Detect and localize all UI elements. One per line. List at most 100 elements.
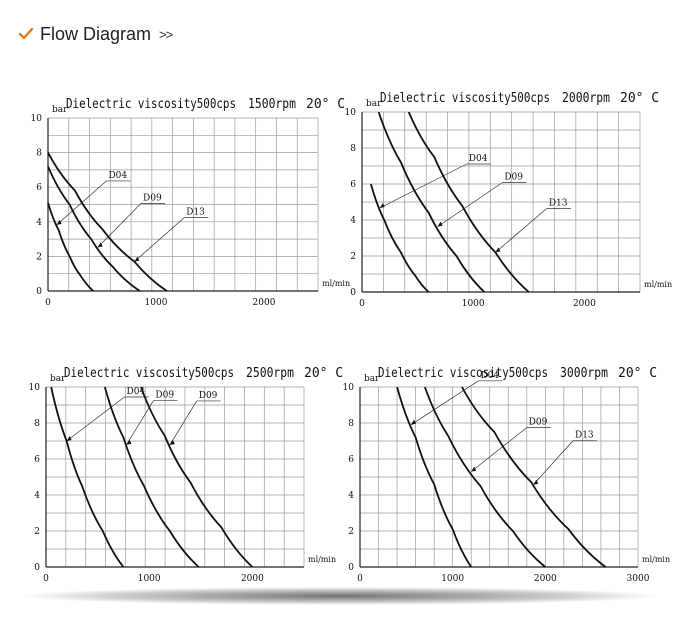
series-label: D13 [549,198,568,208]
chart-svg: 0 2 4 6 8 10 0 1000 2000 bar ml/min Dielectric visc… [29,366,344,584]
callout-line [66,396,125,442]
series-curve [103,386,200,568]
chart-temperature: 20° C [306,97,345,112]
series-curve [47,166,141,292]
y-tick-label: 8 [348,419,354,429]
series-label: D04 [469,154,488,164]
chart-temperature: 20° C [620,91,659,106]
chart-rpm: 2500rpm [246,366,294,381]
callout-arrowhead [169,439,175,445]
series-curve [461,386,607,568]
y-tick-label: 2 [350,252,356,262]
series-label: D13 [575,431,594,441]
check-icon [18,27,34,40]
chart-svg: 0 2 4 6 8 10 0 1000 2000 bar ml/min Dielectric visc… [31,97,351,308]
callout-line [410,380,479,426]
series-label: D09 [143,193,162,203]
callout-arrowhead [97,242,103,248]
chart-svg: 0 2 4 6 8 10 0 1000 2000 3000 bar ml/min Dielectric … [343,366,671,584]
y-axis-label: bar [50,374,66,384]
callout-arrowhead [379,203,385,208]
y-tick-label: 4 [36,218,42,228]
callout-line [379,163,467,209]
plot-area: 0 2 4 6 8 10 0 1000 2000 bar ml/min Dielectric visc… [31,97,351,308]
series-curve [50,386,125,568]
callout-arrowhead [56,219,62,225]
y-tick-label: 8 [34,419,40,429]
chart-temperature: 20° C [618,366,657,381]
callout-line [97,203,142,248]
y-tick-label: 0 [34,563,40,573]
series-label: D09 [504,173,523,183]
series-curve [47,152,168,292]
y-tick-label: 6 [350,180,356,190]
series-curve [407,111,530,293]
series-curve [377,111,485,293]
series-label: D09 [199,391,218,401]
x-tick-label: 2000 [534,574,557,584]
y-tick-label: 0 [348,563,354,573]
callout-line [470,427,527,472]
callout-arrowhead [533,479,539,485]
series-curve [370,183,430,293]
y-tick-label: 6 [348,455,354,465]
chart-title: Dielectric viscosity500cps [378,366,548,381]
x-tick-label: 1000 [441,574,464,584]
chart-title: Dielectric viscosity500cps [66,97,236,112]
plot-area: 0 2 4 6 8 10 0 1000 2000 3000 bar ml/min Dielectric … [343,366,671,584]
flow-chart-1500rpm: 0 2 4 6 8 10 0 1000 2000 bar ml/min Dielectric visc… [10,88,351,308]
chart-rpm: 1500rpm [248,97,296,112]
series-label: D04 [126,387,145,397]
series-curve [396,386,472,568]
callout-arrowhead [471,466,477,472]
chart-rpm: 3000rpm [560,366,608,381]
y-tick-label: 0 [36,287,42,297]
y-tick-label: 8 [350,144,356,154]
flow-chart-3000rpm: 0 2 4 6 8 10 0 1000 2000 3000 bar ml/min Dielectric … [340,360,671,585]
y-tick-label: 10 [345,108,357,118]
callout-line [169,400,198,446]
y-tick-label: 6 [36,183,42,193]
y-axis-label: bar [52,105,68,115]
x-tick-label: 0 [357,574,363,584]
series-curve [47,202,94,292]
chart-title: Dielectric viscosity500cps [64,366,234,381]
x-tick-label: 1000 [462,299,485,309]
plot-area: 0 2 4 6 8 10 0 1000 2000 bar ml/min Dielectric visc… [345,91,673,309]
x-tick-label: 2000 [573,299,596,309]
series-curve [424,386,546,568]
callout-arrowhead [410,419,416,425]
y-tick-label: 4 [348,491,354,501]
section-title: Flow Diagram [40,23,152,44]
x-axis-label: ml/min [308,555,336,564]
x-tick-label: 3000 [627,574,650,584]
x-tick-label: 0 [359,299,365,309]
callout-line [533,440,574,485]
series-label: D04 [480,371,499,381]
series-curve [140,386,254,568]
chart-rpm: 2000rpm [562,91,610,106]
x-tick-label: 2000 [253,298,276,308]
chart-temperature: 20° C [304,366,343,381]
callout-arrowhead [66,436,72,441]
y-tick-label: 2 [348,527,354,537]
chart-title: Dielectric viscosity500cps [380,91,550,106]
x-axis-label: ml/min [642,555,670,564]
series-label: D13 [186,208,205,218]
y-tick-label: 10 [31,114,43,124]
flow-chart-2000rpm: 0 2 4 6 8 10 0 1000 2000 bar ml/min Dielectric visc… [340,82,673,312]
callout-arrowhead [495,247,501,253]
y-tick-label: 6 [34,455,40,465]
x-tick-label: 1000 [138,574,161,584]
series-label: D09 [155,391,174,401]
x-axis-label: ml/min [644,280,672,289]
callout-line [495,208,548,253]
y-tick-label: 2 [36,252,42,262]
y-axis-label: bar [366,99,382,109]
series-label: D09 [529,418,548,428]
plot-area: 0 2 4 6 8 10 0 1000 2000 bar ml/min Dielectric visc… [29,366,344,584]
callout-arrowhead [126,439,132,445]
x-tick-label: 2000 [241,574,264,584]
series-label: D04 [108,171,127,181]
x-tick-label: 1000 [145,298,168,308]
